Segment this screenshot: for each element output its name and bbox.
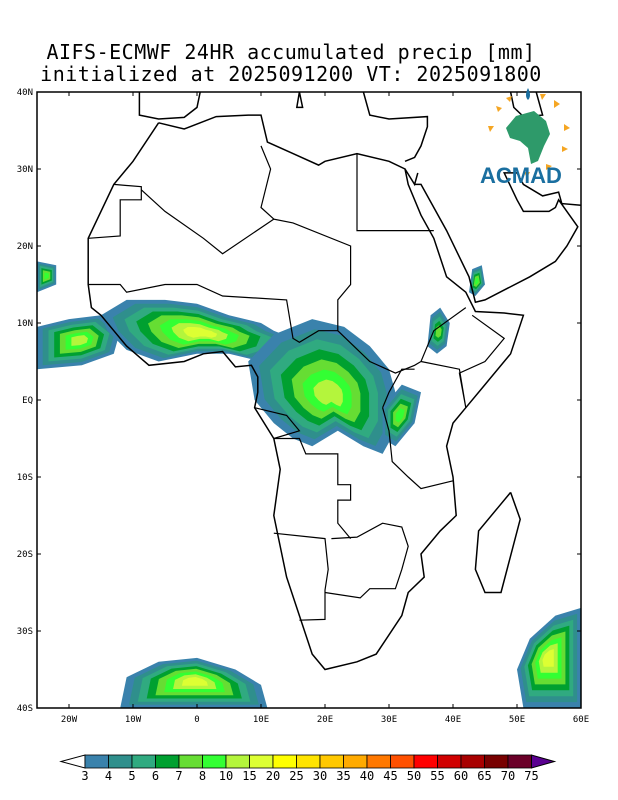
coastline-border7 — [273, 532, 329, 621]
colorbar-swatch — [507, 754, 532, 769]
colorbar-level-label: 45 — [383, 769, 397, 783]
colorbar-swatch — [319, 754, 344, 769]
x-tick-label: 30E — [381, 715, 397, 725]
x-tick-label: 50E — [509, 715, 525, 725]
colorbar-swatch — [390, 754, 415, 769]
colorbar-swatch — [272, 754, 297, 769]
rain-yemen-level-5 — [474, 277, 479, 285]
coastline-africa — [87, 114, 525, 671]
coastline-border11 — [382, 368, 415, 408]
y-tick-label: 30S — [17, 627, 33, 637]
colorbar-level-label: 60 — [454, 769, 468, 783]
coastline-border10 — [382, 407, 454, 490]
y-tick-label: 20N — [17, 242, 33, 252]
acmad-logo — [488, 88, 570, 178]
rain-lake-victoria-level-5 — [395, 408, 405, 423]
x-tick-label: 20E — [317, 715, 333, 725]
rain-congo-basin-level-6 — [313, 379, 343, 407]
colorbar-swatch — [108, 754, 133, 769]
colorbar-swatch — [343, 754, 368, 769]
coastline-border4 — [356, 153, 434, 232]
coastline-border5 — [88, 283, 338, 344]
colorbar-level-label: 65 — [477, 769, 491, 783]
colorbar-level-label: 10 — [219, 769, 233, 783]
colorbar-level-label: 3 — [81, 769, 88, 783]
colorbar-under-triangle — [59, 754, 86, 769]
coastline-sinai — [404, 168, 419, 187]
x-tick-label: 20W — [61, 715, 78, 725]
colorbar-level-label: 75 — [524, 769, 538, 783]
coastline-arabia — [414, 172, 581, 304]
colorbar-level-label: 7 — [175, 769, 182, 783]
y-tick-label: EQ — [22, 396, 33, 406]
rain-cape-verde-level-5 — [44, 272, 49, 280]
acmad-logo-text: ACMAD — [480, 163, 562, 188]
colorbar-level-label: 35 — [336, 769, 350, 783]
coastline-italy — [295, 92, 304, 109]
coastline-levant — [362, 92, 429, 162]
chart-title: AIFS-ECMWF 24HR accumulated precip [mm] — [46, 40, 536, 64]
rain-south-atlantic-level-7 — [181, 677, 208, 686]
coastline-border6 — [254, 407, 301, 440]
plot-area — [37, 92, 581, 708]
colorbar-swatch — [249, 754, 274, 769]
y-tick-label: 30N — [17, 165, 33, 175]
colorbar-swatch — [460, 754, 485, 769]
x-tick-label: 40E — [445, 715, 461, 725]
colorbar-level-label: 50 — [407, 769, 421, 783]
colorbar-swatch — [178, 754, 203, 769]
x-tick-label: 10E — [253, 715, 269, 725]
colorbar-swatch — [484, 754, 509, 769]
y-tick-label: 20S — [17, 550, 33, 560]
colorbar-level-label: 6 — [152, 769, 159, 783]
rain-atlantic-itcz-level-6 — [71, 335, 88, 346]
y-tick-label: 10S — [17, 473, 33, 483]
coastline-border2 — [140, 189, 467, 374]
y-tick-label: 40S — [17, 704, 33, 714]
colorbar-level-label: 8 — [199, 769, 206, 783]
y-tick-label: 40N — [17, 88, 33, 98]
x-tick-label: 0 — [194, 715, 199, 725]
colorbar-swatch — [366, 754, 391, 769]
coastline-border8 — [324, 522, 409, 599]
coastline-border12 — [420, 314, 506, 408]
x-tick-label: 10W — [125, 715, 142, 725]
colorbar-level-label: 15 — [242, 769, 256, 783]
x-tick-label: 60E — [573, 715, 589, 725]
coastline-madagascar — [474, 491, 521, 594]
colorbar-swatch — [202, 754, 227, 769]
colorbar-level-label: 4 — [105, 769, 112, 783]
rain-south-indian-level-7 — [542, 649, 554, 667]
coastline-border3 — [260, 145, 275, 220]
colorbar-over-triangle — [531, 754, 557, 769]
colorbar-level-label: 20 — [266, 769, 280, 783]
colorbar-level-label: 70 — [501, 769, 515, 783]
colorbar-level-label: 30 — [313, 769, 327, 783]
colorbar-level-label: 55 — [430, 769, 444, 783]
coastline-iberia — [138, 92, 201, 120]
chart-subtitle: initialized at 2025091200 VT: 2025091800 — [40, 62, 542, 86]
colorbar-swatch — [155, 754, 180, 769]
colorbar-swatch — [413, 754, 438, 769]
colorbar-level-label: 25 — [289, 769, 303, 783]
colorbar-swatch — [437, 754, 462, 769]
coastline-border1 — [88, 183, 142, 239]
coastline-border9 — [273, 437, 352, 539]
colorbar-swatch — [225, 754, 250, 769]
colorbar-level-label: 40 — [360, 769, 374, 783]
colorbar-level-label: 5 — [128, 769, 135, 783]
rain-west-africa-level-7 — [183, 327, 218, 338]
colorbar-swatch — [296, 754, 321, 769]
colorbar-swatch — [131, 754, 156, 769]
colorbar-swatch — [84, 754, 109, 769]
y-tick-label: 10N — [17, 319, 33, 329]
